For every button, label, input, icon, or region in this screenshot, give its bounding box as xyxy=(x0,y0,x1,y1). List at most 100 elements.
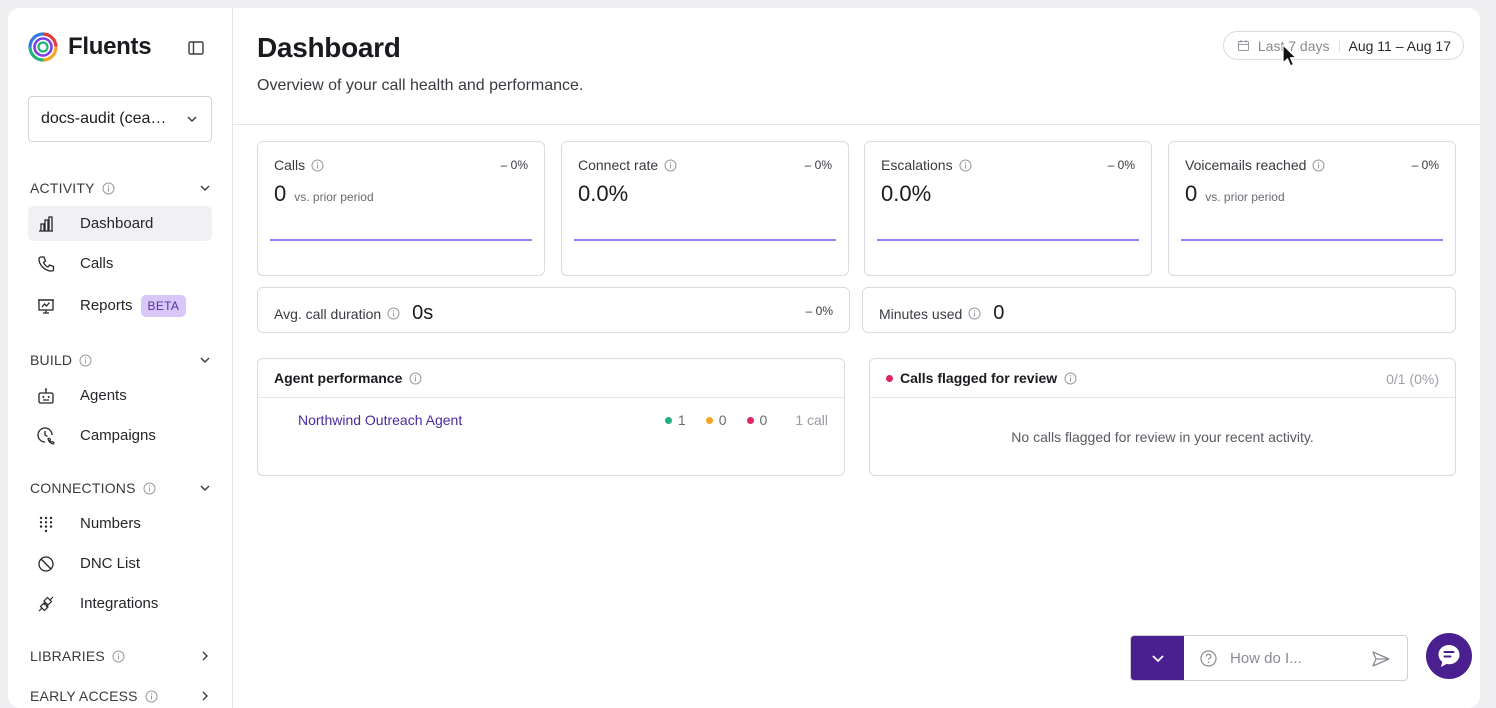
flagged-count: 0/1 (0%) xyxy=(1386,371,1439,387)
send-icon[interactable] xyxy=(1371,649,1391,669)
sidebar-item-calls[interactable]: Calls xyxy=(28,246,212,281)
bar-chart-icon xyxy=(39,215,53,232)
green-dot xyxy=(664,416,672,424)
date-range-label[interactable]: Aug 11 – Aug 17 xyxy=(1348,37,1452,54)
chevron-down-icon xyxy=(200,485,210,491)
info-icon xyxy=(664,159,677,171)
metric-delta: – 0% xyxy=(805,304,833,318)
agent-performance-panel: Agent performance Northwind Outreach Age… xyxy=(257,358,845,476)
plug-icon xyxy=(38,596,54,611)
info-icon xyxy=(145,690,158,702)
metric-label: Avg. call duration xyxy=(274,305,382,322)
section-connections[interactable]: CONNECTIONS xyxy=(30,480,212,496)
chevron-down-icon xyxy=(187,116,197,122)
section-label: EARLY ACCESS xyxy=(30,688,138,704)
fluents-logo-icon xyxy=(28,32,58,62)
metric-comparison: vs. prior period xyxy=(1205,190,1285,204)
divider xyxy=(1338,39,1340,52)
stat-green: 1 xyxy=(677,412,686,428)
ban-icon xyxy=(38,555,54,572)
page-subtitle: Overview of your call health and perform… xyxy=(257,77,584,94)
chat-support-button[interactable] xyxy=(1426,633,1472,679)
metric-comparison: vs. prior period xyxy=(294,190,374,204)
chevron-right-icon xyxy=(202,651,208,661)
info-icon xyxy=(79,354,92,366)
sidebar-item-label: DNC List xyxy=(80,555,141,572)
orange-dot xyxy=(705,416,713,424)
sidebar-item-numbers[interactable]: Numbers xyxy=(28,506,212,541)
metric-value: 0 xyxy=(274,181,287,206)
metric-value: 0.0% xyxy=(881,181,932,206)
sidebar-item-reports[interactable]: Reports BETA xyxy=(28,288,212,323)
section-libraries[interactable]: LIBRARIES xyxy=(30,648,212,664)
stat-orange: 0 xyxy=(718,412,727,428)
red-dot xyxy=(746,416,754,424)
help-placeholder: How do I... xyxy=(1230,649,1302,667)
metric-label: Calls xyxy=(274,157,306,173)
info-icon xyxy=(102,182,115,194)
metric-card-calls: Calls – 0% 0 vs. prior period xyxy=(257,141,545,276)
section-label: LIBRARIES xyxy=(30,648,105,664)
help-input[interactable]: How do I... xyxy=(1200,650,1302,667)
sidebar-item-label: Dashboard xyxy=(80,215,154,232)
sparkline xyxy=(1181,239,1443,241)
chevron-right-icon xyxy=(202,691,208,701)
phone-icon xyxy=(38,255,55,272)
sidebar-toggle-icon[interactable] xyxy=(186,39,206,57)
sidebar-item-dashboard[interactable]: Dashboard xyxy=(28,206,212,241)
info-icon xyxy=(143,482,156,494)
metric-label: Connect rate xyxy=(578,157,659,173)
metric-card-connect-rate: Connect rate – 0% 0.0% xyxy=(561,141,849,276)
header-divider xyxy=(233,124,1480,125)
presentation-icon xyxy=(38,298,54,314)
robot-icon xyxy=(38,387,54,404)
metric-delta: – 0% xyxy=(1107,158,1135,172)
call-count: 1 call xyxy=(795,412,828,428)
sidebar-item-integrations[interactable]: Integrations xyxy=(28,586,212,621)
section-build[interactable]: BUILD xyxy=(30,352,212,368)
sidebar-item-label: Campaigns xyxy=(80,427,156,444)
info-icon xyxy=(1064,372,1077,384)
table-row[interactable]: Northwind Outreach Agent 1 0 0 1 call xyxy=(298,412,828,428)
metric-card-escalations: Escalations – 0% 0.0% xyxy=(864,141,1152,276)
section-label: BUILD xyxy=(30,352,73,368)
logo[interactable]: Fluents xyxy=(28,32,152,62)
help-collapse-button[interactable] xyxy=(1131,636,1184,680)
sidebar-item-agents[interactable]: Agents xyxy=(28,378,212,413)
chevron-down-icon xyxy=(1151,655,1164,663)
metric-value: 0 xyxy=(1185,181,1198,206)
question-icon xyxy=(1200,649,1217,667)
info-icon xyxy=(959,159,972,171)
info-icon xyxy=(387,307,400,320)
workspace-select[interactable]: docs-audit (cea… xyxy=(28,96,212,142)
metric-value: 0 xyxy=(993,302,1005,324)
sparkline xyxy=(574,239,836,241)
chevron-down-icon xyxy=(200,185,210,191)
sidebar-item-label: Numbers xyxy=(80,515,141,532)
stat-red: 0 xyxy=(759,412,768,428)
dialpad-icon xyxy=(39,516,53,532)
metric-delta: – 0% xyxy=(1411,158,1439,172)
sparkline xyxy=(877,239,1139,241)
flagged-calls-panel: Calls flagged for review 0/1 (0%) No cal… xyxy=(869,358,1456,476)
sidebar-item-dnc-list[interactable]: DNC List xyxy=(28,546,212,581)
help-bar: How do I... xyxy=(1130,635,1408,681)
metric-label: Minutes used xyxy=(879,305,963,322)
section-label: ACTIVITY xyxy=(30,180,95,196)
section-label: CONNECTIONS xyxy=(30,480,136,496)
mouse-cursor-icon xyxy=(1282,44,1297,67)
date-range-picker[interactable]: Last 7 days Aug 11 – Aug 17 xyxy=(1222,31,1464,60)
date-preset[interactable]: Last 7 days xyxy=(1257,37,1330,54)
metric-value: 0.0% xyxy=(578,181,629,206)
section-activity[interactable]: ACTIVITY xyxy=(30,180,212,196)
metric-card-voicemails: Voicemails reached – 0% 0 vs. prior perio… xyxy=(1168,141,1456,276)
agent-name-link[interactable]: Northwind Outreach Agent xyxy=(298,412,463,428)
beta-badge: BETA xyxy=(140,294,187,317)
main-content: Dashboard Overview of your call health a… xyxy=(233,8,1480,708)
section-early-access[interactable]: EARLY ACCESS xyxy=(30,688,212,704)
metric-label: Voicemails reached xyxy=(1185,157,1307,173)
sidebar-item-campaigns[interactable]: Campaigns xyxy=(28,418,212,453)
sidebar-item-label: Agents xyxy=(80,387,127,404)
info-icon xyxy=(1312,159,1325,171)
chat-bubble-icon xyxy=(1438,645,1460,667)
